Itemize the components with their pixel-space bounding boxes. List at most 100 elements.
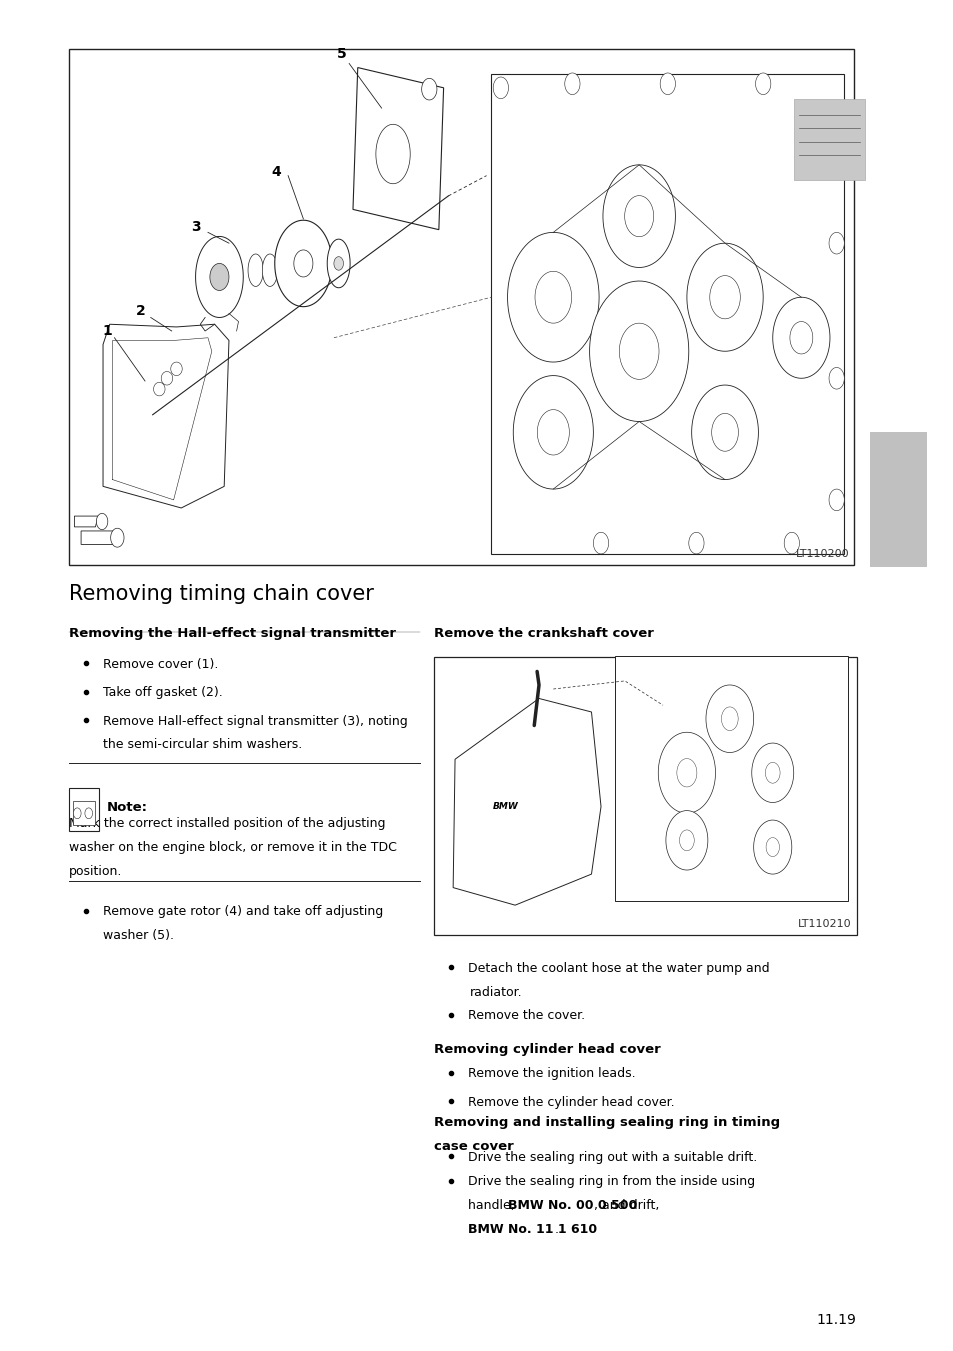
Polygon shape bbox=[507, 232, 598, 362]
Polygon shape bbox=[103, 324, 229, 508]
Text: the semi-circular shim washers.: the semi-circular shim washers. bbox=[103, 738, 302, 751]
Polygon shape bbox=[73, 808, 81, 819]
Polygon shape bbox=[274, 220, 332, 307]
Text: Drive the sealing ring out with a suitable drift.: Drive the sealing ring out with a suitab… bbox=[468, 1151, 757, 1165]
Polygon shape bbox=[602, 165, 675, 267]
Polygon shape bbox=[658, 732, 715, 813]
Text: Detach the coolant hose at the water pump and: Detach the coolant hose at the water pum… bbox=[468, 962, 769, 975]
Text: BMW: BMW bbox=[493, 802, 517, 811]
Text: 3: 3 bbox=[191, 220, 200, 234]
Polygon shape bbox=[262, 254, 277, 286]
Bar bbox=[434, 657, 856, 935]
Text: Removing the Hall-effect signal transmitter: Removing the Hall-effect signal transmit… bbox=[69, 627, 395, 640]
Polygon shape bbox=[537, 409, 569, 455]
Bar bbox=[615, 657, 847, 901]
Bar bbox=[69, 788, 99, 831]
Text: handle,: handle, bbox=[468, 1200, 518, 1212]
Text: Note:: Note: bbox=[107, 801, 148, 815]
Polygon shape bbox=[375, 124, 410, 184]
Polygon shape bbox=[195, 236, 243, 317]
Text: Remove the cover.: Remove the cover. bbox=[468, 1009, 585, 1023]
Text: BMW No. 11 1 610: BMW No. 11 1 610 bbox=[468, 1223, 597, 1236]
Polygon shape bbox=[96, 513, 108, 530]
Polygon shape bbox=[686, 243, 762, 351]
Polygon shape bbox=[589, 281, 688, 422]
Polygon shape bbox=[828, 367, 843, 389]
Polygon shape bbox=[334, 257, 343, 270]
Text: Drive the sealing ring in from the inside using: Drive the sealing ring in from the insid… bbox=[468, 1175, 755, 1189]
Polygon shape bbox=[81, 531, 115, 544]
Text: .: . bbox=[554, 1223, 558, 1236]
Polygon shape bbox=[421, 78, 436, 100]
Polygon shape bbox=[564, 73, 579, 95]
Polygon shape bbox=[751, 743, 793, 802]
Text: Mark the correct installed position of the adjusting: Mark the correct installed position of t… bbox=[69, 817, 385, 831]
Polygon shape bbox=[493, 77, 508, 99]
Polygon shape bbox=[688, 532, 703, 554]
Polygon shape bbox=[294, 250, 313, 277]
Polygon shape bbox=[171, 362, 182, 376]
Polygon shape bbox=[755, 73, 770, 95]
Bar bbox=[491, 74, 843, 554]
Text: Remove the ignition leads.: Remove the ignition leads. bbox=[468, 1067, 636, 1081]
Polygon shape bbox=[453, 698, 600, 905]
Text: washer on the engine block, or remove it in the TDC: washer on the engine block, or remove it… bbox=[69, 840, 396, 854]
Bar bbox=[793, 99, 864, 180]
Polygon shape bbox=[753, 820, 791, 874]
Polygon shape bbox=[711, 413, 738, 451]
Polygon shape bbox=[772, 297, 829, 378]
Polygon shape bbox=[618, 323, 659, 380]
Polygon shape bbox=[789, 322, 812, 354]
Polygon shape bbox=[691, 385, 758, 480]
Bar bbox=[72, 801, 95, 825]
Text: , and drift,: , and drift, bbox=[594, 1200, 659, 1212]
Polygon shape bbox=[353, 68, 443, 230]
Polygon shape bbox=[248, 254, 263, 286]
Text: 1: 1 bbox=[102, 324, 112, 338]
Polygon shape bbox=[74, 516, 98, 527]
Polygon shape bbox=[677, 759, 696, 786]
Polygon shape bbox=[764, 762, 780, 784]
Text: LT110210: LT110210 bbox=[798, 920, 851, 929]
Polygon shape bbox=[765, 838, 779, 857]
Text: Remove Hall-effect signal transmitter (3), noting: Remove Hall-effect signal transmitter (3… bbox=[103, 715, 407, 728]
Bar bbox=[869, 432, 926, 567]
Text: 5: 5 bbox=[336, 47, 346, 61]
Text: 2: 2 bbox=[136, 304, 146, 317]
Text: Removing timing chain cover: Removing timing chain cover bbox=[69, 584, 374, 604]
Polygon shape bbox=[679, 830, 694, 851]
Text: 4: 4 bbox=[272, 165, 281, 178]
Text: position.: position. bbox=[69, 865, 122, 878]
Text: Removing cylinder head cover: Removing cylinder head cover bbox=[434, 1043, 660, 1056]
Text: 11.19: 11.19 bbox=[816, 1313, 856, 1327]
Polygon shape bbox=[720, 707, 738, 731]
Text: case cover: case cover bbox=[434, 1140, 514, 1152]
Text: LT110200: LT110200 bbox=[795, 550, 848, 559]
Text: radiator.: radiator. bbox=[470, 986, 522, 998]
Polygon shape bbox=[111, 528, 124, 547]
Polygon shape bbox=[709, 276, 740, 319]
Text: BMW No. 00 0 500: BMW No. 00 0 500 bbox=[508, 1200, 637, 1212]
Polygon shape bbox=[659, 73, 675, 95]
Text: Remove cover (1).: Remove cover (1). bbox=[103, 658, 218, 671]
Text: Removing and installing sealing ring in timing: Removing and installing sealing ring in … bbox=[434, 1116, 780, 1129]
Polygon shape bbox=[210, 263, 229, 290]
Polygon shape bbox=[624, 196, 653, 236]
Polygon shape bbox=[327, 239, 350, 288]
Polygon shape bbox=[593, 532, 608, 554]
Text: Remove the cylinder head cover.: Remove the cylinder head cover. bbox=[468, 1096, 675, 1109]
Polygon shape bbox=[513, 376, 593, 489]
Text: washer (5).: washer (5). bbox=[103, 929, 173, 942]
Polygon shape bbox=[153, 382, 165, 396]
Polygon shape bbox=[828, 232, 843, 254]
Polygon shape bbox=[535, 272, 571, 323]
Polygon shape bbox=[705, 685, 753, 753]
Polygon shape bbox=[85, 808, 92, 819]
Text: Remove gate rotor (4) and take off adjusting: Remove gate rotor (4) and take off adjus… bbox=[103, 905, 383, 919]
Polygon shape bbox=[828, 489, 843, 511]
Text: Take off gasket (2).: Take off gasket (2). bbox=[103, 686, 223, 700]
Polygon shape bbox=[828, 111, 843, 132]
Polygon shape bbox=[161, 372, 172, 385]
Polygon shape bbox=[783, 532, 799, 554]
Text: Remove the crankshaft cover: Remove the crankshaft cover bbox=[434, 627, 653, 640]
